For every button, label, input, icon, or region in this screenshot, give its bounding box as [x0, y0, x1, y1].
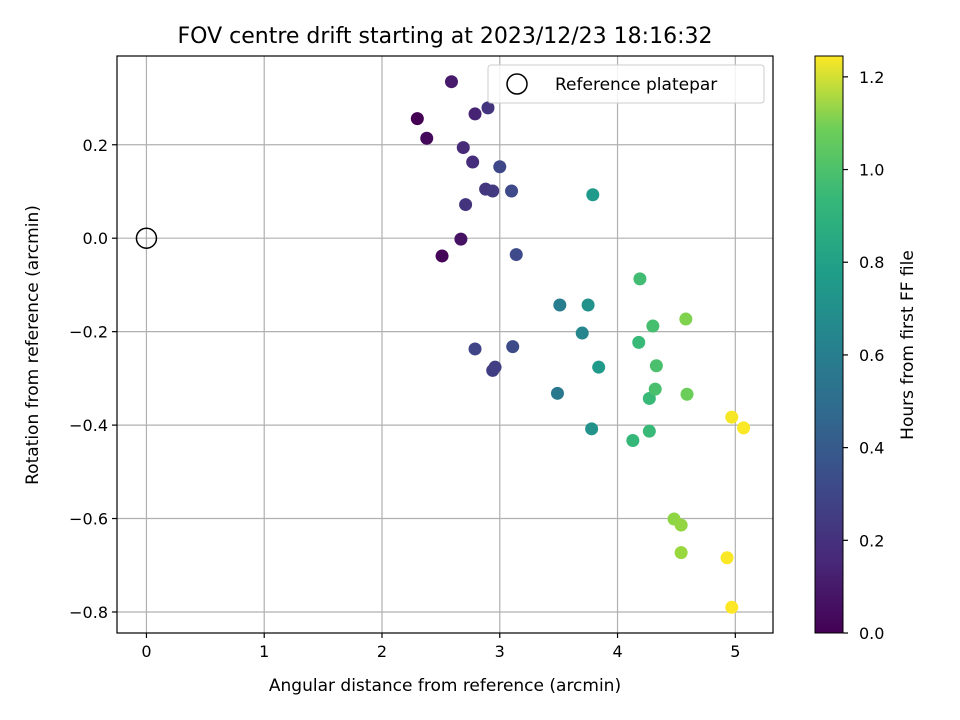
- y-tick-label: 0.0: [83, 229, 108, 248]
- colorbar-gradient: [814, 55, 844, 634]
- colorbar: 0.0 0.2 0.4 0.6 0.8 1.0 1.2 Hours from first F…: [814, 55, 918, 643]
- y-tick-label: −0.2: [69, 323, 108, 342]
- data-point: [410, 112, 424, 126]
- data-point: [679, 312, 693, 326]
- data-point: [725, 410, 739, 424]
- colorbar-tick-label: 1.0: [859, 161, 884, 180]
- data-point: [642, 424, 656, 438]
- data-point: [486, 184, 500, 198]
- data-point: [420, 131, 434, 145]
- colorbar-tick-label: 0.0: [859, 624, 884, 643]
- data-point: [509, 248, 523, 262]
- data-point: [493, 160, 507, 174]
- data-point: [680, 387, 694, 401]
- legend-entry-reference-platepar: Reference platepar: [555, 75, 717, 95]
- colorbar-tick-label: 0.4: [859, 439, 884, 458]
- legend-marker: [506, 73, 528, 95]
- data-point: [649, 359, 663, 373]
- data-point: [553, 298, 567, 312]
- data-point: [575, 326, 589, 340]
- colorbar-tick-label: 0.6: [859, 346, 884, 365]
- data-points: [410, 75, 751, 614]
- grid: [117, 56, 773, 633]
- data-point: [506, 340, 520, 354]
- plot-background: [117, 56, 773, 633]
- colorbar-tick-label: 1.2: [859, 68, 884, 87]
- data-point: [648, 382, 662, 396]
- y-tick-label: 0.2: [83, 136, 108, 155]
- plot-area: [116, 55, 774, 634]
- y-axis-label: Rotation from reference (arcmin): [23, 205, 43, 485]
- x-axis-ticks: 0 1 2 3 4 5: [141, 633, 740, 661]
- data-point: [468, 107, 482, 121]
- data-point: [481, 101, 495, 115]
- y-tick-label: −0.4: [69, 416, 108, 435]
- data-point: [592, 360, 606, 374]
- data-point: [488, 360, 502, 374]
- data-point: [444, 75, 458, 89]
- colorbar-label: Hours from first FF file: [898, 250, 918, 440]
- data-point: [646, 319, 660, 333]
- colorbar-tick-label: 0.2: [859, 531, 884, 550]
- x-tick-label: 5: [730, 642, 740, 661]
- data-point: [674, 546, 688, 560]
- data-point: [550, 386, 564, 400]
- data-point: [505, 184, 519, 198]
- colorbar-ticks: 0.0 0.2 0.4 0.6 0.8 1.0 1.2: [843, 68, 884, 643]
- data-point: [454, 232, 468, 246]
- y-axis-ticks: 0.2 0.0 −0.2 −0.4 −0.6 −0.8: [69, 136, 117, 622]
- plot-frame: [116, 55, 774, 634]
- y-tick-label: −0.8: [69, 603, 108, 622]
- data-point: [468, 342, 482, 356]
- x-tick-label: 1: [259, 642, 269, 661]
- colorbar-tick-label: 0.8: [859, 253, 884, 272]
- data-point: [737, 421, 751, 435]
- data-point: [725, 600, 739, 614]
- x-tick-label: 0: [141, 642, 151, 661]
- x-axis-label: Angular distance from reference (arcmin): [269, 676, 621, 696]
- x-tick-label: 3: [495, 642, 505, 661]
- reference-platepar-marker: [135, 227, 158, 249]
- legend: Reference platepar: [487, 64, 765, 104]
- data-point: [633, 272, 647, 286]
- data-point: [459, 198, 473, 212]
- chart-title: FOV centre drift starting at 2023/12/23 …: [178, 24, 713, 49]
- legend-box: [487, 64, 765, 104]
- x-tick-label: 4: [612, 642, 622, 661]
- y-tick-label: −0.6: [69, 510, 108, 529]
- data-point: [466, 155, 480, 169]
- data-point: [586, 188, 600, 202]
- data-point: [642, 391, 656, 405]
- data-point: [626, 434, 640, 448]
- data-point: [720, 551, 734, 565]
- data-point: [581, 298, 595, 312]
- data-point: [632, 335, 646, 349]
- data-point: [456, 141, 470, 155]
- data-point: [674, 518, 688, 532]
- data-point: [435, 249, 449, 263]
- x-tick-label: 2: [377, 642, 387, 661]
- data-point: [585, 422, 599, 436]
